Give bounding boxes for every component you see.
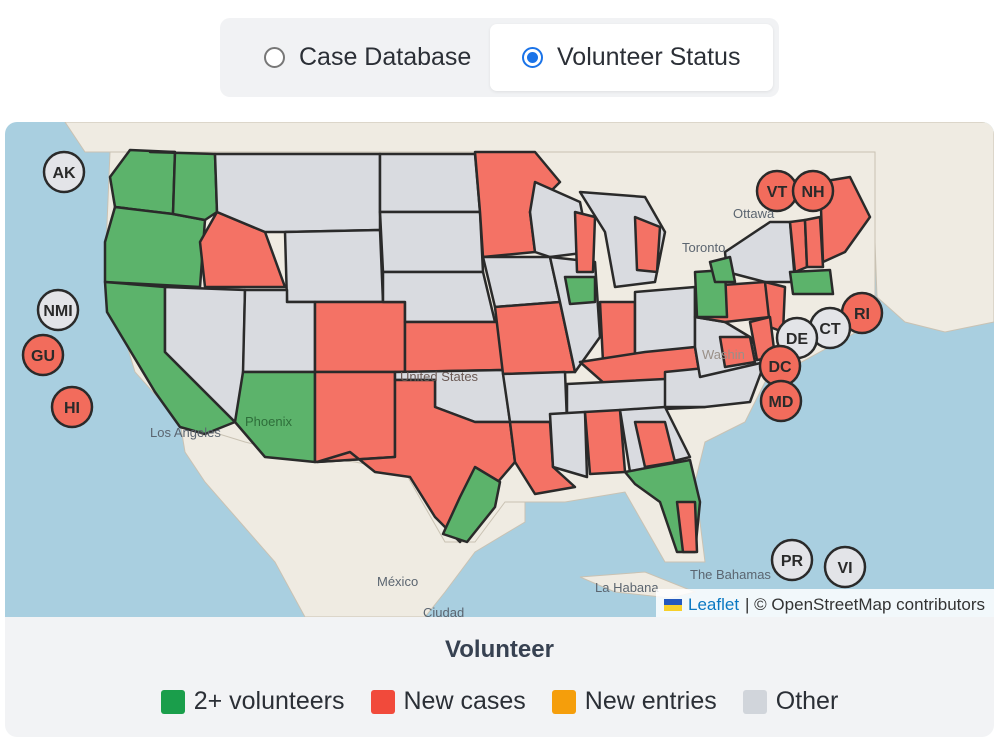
svg-text:DE: DE [786, 331, 809, 348]
place-bahamas: The Bahamas [690, 567, 771, 582]
marker-nmi[interactable]: NMI [36, 288, 80, 332]
place-phoenix: Phoenix [245, 414, 292, 429]
svg-text:DC: DC [768, 359, 792, 376]
place-lahabana: La Habana [595, 580, 659, 595]
state-or[interactable] [103, 205, 207, 289]
state-wy[interactable] [283, 228, 385, 304]
state-sd[interactable] [378, 210, 485, 274]
state-wi-red[interactable] [573, 210, 597, 274]
state-az[interactable] [233, 370, 317, 464]
legend-item-new-entries: New entries [551, 687, 717, 716]
legend-title: Volunteer [445, 636, 554, 663]
legend-label: New entries [584, 687, 717, 715]
state-al[interactable] [583, 408, 627, 476]
state-ut[interactable] [241, 288, 317, 374]
svg-text:PR: PR [781, 553, 804, 570]
legend-swatch-gray [742, 689, 767, 714]
svg-text:RI: RI [854, 306, 870, 323]
view-toggle: Case Database Volunteer Status [220, 18, 779, 97]
state-mi-red[interactable] [633, 215, 662, 274]
state-tx-gulf[interactable] [441, 465, 502, 544]
state-mt[interactable] [213, 152, 382, 234]
legend: Volunteer 2+ volunteers New cases New en… [5, 617, 994, 737]
state-co[interactable] [313, 300, 407, 374]
place-toronto: Toronto [682, 240, 726, 255]
state-va-red[interactable] [718, 335, 757, 369]
svg-text:NMI: NMI [43, 303, 72, 320]
ukraine-flag-icon [664, 599, 682, 611]
legend-label: New cases [403, 687, 526, 715]
state-fl-red[interactable] [675, 500, 699, 554]
leaflet-link[interactable]: Leaflet [688, 595, 740, 614]
marker-pr[interactable]: PR [770, 538, 814, 582]
volunteer-status-option[interactable]: Volunteer Status [490, 24, 773, 91]
state-ny-green[interactable] [708, 255, 737, 284]
state-nd[interactable] [378, 152, 482, 214]
map[interactable]: AK NMI GU HI VT NH RI CT DE DC MD PR VI … [5, 122, 994, 617]
legend-items: 2+ volunteers New cases New entries Othe… [5, 687, 994, 716]
state-in[interactable] [598, 300, 637, 364]
marker-vt[interactable]: VT [755, 169, 799, 213]
svg-text:AK: AK [52, 165, 76, 182]
marker-gu[interactable]: GU [21, 333, 65, 377]
legend-item-new-cases: New cases [370, 687, 526, 716]
case-database-option[interactable]: Case Database [226, 24, 490, 91]
svg-text:VT: VT [767, 184, 788, 201]
marker-ak[interactable]: AK [42, 150, 86, 194]
marker-hi[interactable]: HI [50, 385, 94, 429]
legend-item-volunteers: 2+ volunteers [160, 687, 345, 716]
legend-swatch-orange [551, 689, 576, 714]
state-nh[interactable] [803, 215, 825, 269]
state-ks[interactable] [403, 320, 505, 374]
map-attribution: Leaflet | © OpenStreetMap contributors [656, 589, 994, 617]
marker-md[interactable]: MD [759, 379, 803, 423]
volunteer-status-label: Volunteer Status [557, 43, 741, 71]
legend-swatch-green [160, 689, 185, 714]
place-washington: Washin [702, 347, 745, 362]
legend-label: 2+ volunteers [193, 687, 345, 715]
volunteer-status-radio[interactable] [522, 47, 543, 68]
svg-text:NH: NH [801, 184, 824, 201]
place-unitedstates: United States [400, 369, 479, 384]
map-canvas[interactable]: AK NMI GU HI VT NH RI CT DE DC MD PR VI [5, 122, 994, 617]
marker-ct[interactable]: CT [808, 306, 852, 350]
state-ia[interactable] [481, 255, 562, 309]
svg-text:VI: VI [837, 560, 852, 577]
case-database-radio[interactable] [264, 47, 285, 68]
svg-text:HI: HI [64, 400, 80, 417]
place-losangeles: Los Angeles [150, 425, 221, 440]
place-mexico: México [377, 574, 419, 589]
osm-attribution: | © OpenStreetMap contributors [745, 595, 985, 614]
marker-vi[interactable]: VI [823, 545, 867, 589]
state-il-green[interactable] [563, 275, 597, 306]
state-ms[interactable] [548, 410, 589, 479]
state-oh[interactable] [633, 285, 697, 359]
svg-text:MD: MD [769, 394, 794, 411]
marker-nh[interactable]: NH [791, 169, 835, 213]
place-ottawa: Ottawa [733, 206, 775, 221]
legend-label: Other [775, 687, 839, 715]
svg-text:CT: CT [819, 321, 841, 338]
place-ciudad: Ciudad [423, 605, 465, 617]
legend-swatch-red [370, 689, 395, 714]
svg-text:GU: GU [31, 348, 55, 365]
state-nm[interactable] [313, 370, 397, 464]
legend-item-other: Other [742, 687, 839, 716]
state-ma[interactable] [788, 268, 835, 296]
case-database-label: Case Database [299, 43, 472, 71]
